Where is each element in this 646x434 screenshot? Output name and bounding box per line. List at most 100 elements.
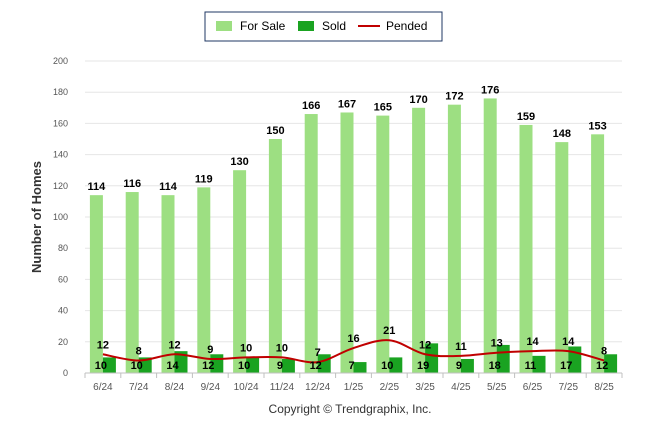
data-label-pended: 16 [347,333,359,345]
data-label-pended: 8 [601,346,607,358]
bar-for-sale [376,115,390,373]
copyright-footer: Copyright © Trendgraphix, Inc. [269,402,432,416]
y-tick-label: 140 [53,150,68,160]
y-tick-label: 120 [53,181,68,191]
legend-label-for-sale: For Sale [240,19,286,33]
data-label-pended: 13 [491,338,503,350]
bar-sold [425,343,439,373]
y-tick-label: 40 [58,306,68,316]
bar-for-sale [197,187,211,373]
data-label-sold: 9 [277,360,283,372]
data-label-sold: 14 [166,360,179,372]
pended-line [102,339,605,364]
bars [89,98,618,374]
legend-swatch-sold [298,21,314,31]
data-label-for-sale: 148 [553,128,571,140]
data-label-for-sale: 114 [88,181,107,193]
bar-sold [353,362,367,373]
data-label-pended: 21 [383,325,395,337]
data-label-pended: 12 [97,339,109,351]
data-label-for-sale: 153 [588,120,606,132]
bar-for-sale [125,192,139,373]
x-tick-label: 8/25 [594,382,614,393]
data-label-sold: 9 [456,360,462,372]
data-label-sold: 11 [525,360,537,372]
data-label-for-sale: 176 [481,84,499,96]
data-label-for-sale: 172 [445,91,463,103]
y-tick-label: 160 [53,118,68,128]
x-tick-label: 8/24 [165,382,185,393]
y-axis-ticks: 0 20 40 60 80 100 120 140 160 180 200 [53,56,68,378]
x-tick-label: 10/24 [234,382,259,393]
x-tick-label: 12/24 [305,382,330,393]
data-label-pended: 11 [455,341,467,353]
bar-for-sale [268,139,282,373]
data-label-for-sale: 116 [123,178,141,190]
bar-for-sale [447,104,461,374]
bar-for-sale [340,112,354,373]
bar-for-sale [233,170,247,373]
x-axis-ticks: 6/24 7/24 8/24 9/24 10/24 11/24 12/24 1/25 2/25 3… [84,373,623,393]
data-label-for-sale: 114 [159,181,178,193]
data-label-sold: 12 [202,360,214,372]
y-tick-label: 0 [63,368,68,378]
data-label-sold: 10 [131,360,143,372]
data-label-sold: 18 [489,360,501,372]
bar-for-sale [412,107,426,374]
bar-for-sale [89,195,103,373]
data-label-sold: 10 [95,360,107,372]
y-axis-title: Number of Homes [29,161,44,273]
data-label-for-sale: 167 [338,98,356,110]
data-label-for-sale: 150 [266,125,284,137]
data-label-for-sale: 165 [374,102,392,114]
x-tick-label: 1/25 [344,382,364,393]
bar-for-sale [555,142,569,373]
x-tick-label: 2/25 [380,382,400,393]
data-label-pended: 10 [276,342,288,354]
data-label-for-sale: 170 [409,94,427,106]
x-tick-label: 7/25 [559,382,579,393]
x-tick-label: 3/25 [415,382,435,393]
x-tick-label: 5/25 [487,382,507,393]
bar-for-sale [519,124,533,374]
data-label-sold: 12 [596,360,608,372]
legend: For Sale Sold Pended [204,11,443,42]
data-label-pended: 12 [419,339,431,351]
data-label-sold: 7 [348,360,354,372]
y-tick-label: 180 [53,87,68,97]
bar-sold [604,354,618,373]
data-label-sold: 19 [417,360,429,372]
data-label-pended: 14 [526,336,539,348]
data-label-pended: 8 [136,346,142,358]
x-tick-label: 6/25 [523,382,543,393]
bar-for-sale [483,98,497,373]
y-tick-label: 20 [58,337,68,347]
x-tick-label: 7/24 [129,382,149,393]
bar-sold [389,357,403,373]
data-label-pended: 7 [315,347,321,359]
data-label-pended: 12 [168,339,180,351]
x-tick-label: 4/25 [451,382,471,393]
bar-for-sale [304,114,318,373]
data-label-pended: 10 [240,342,252,354]
data-label-sold: 10 [238,360,250,372]
y-tick-label: 200 [53,56,68,66]
legend-label-sold: Sold [322,19,346,33]
data-label-sold: 17 [560,360,572,372]
bar-sold [102,357,116,373]
y-tick-label: 60 [58,274,68,284]
x-tick-label: 11/24 [270,382,295,393]
data-label-for-sale: 119 [195,173,213,185]
data-labels: 1141011610114141191213010150916612167716… [88,84,609,372]
data-label-sold: 10 [381,360,393,372]
data-label-pended: 14 [562,336,575,348]
y-tick-label: 100 [53,212,68,222]
legend-box [204,11,443,42]
data-label-for-sale: 159 [517,111,535,123]
data-label-for-sale: 130 [230,156,248,168]
bar-sold [460,358,474,373]
data-label-sold: 12 [310,360,322,372]
bar-sold [281,358,295,373]
x-tick-label: 9/24 [201,382,221,393]
